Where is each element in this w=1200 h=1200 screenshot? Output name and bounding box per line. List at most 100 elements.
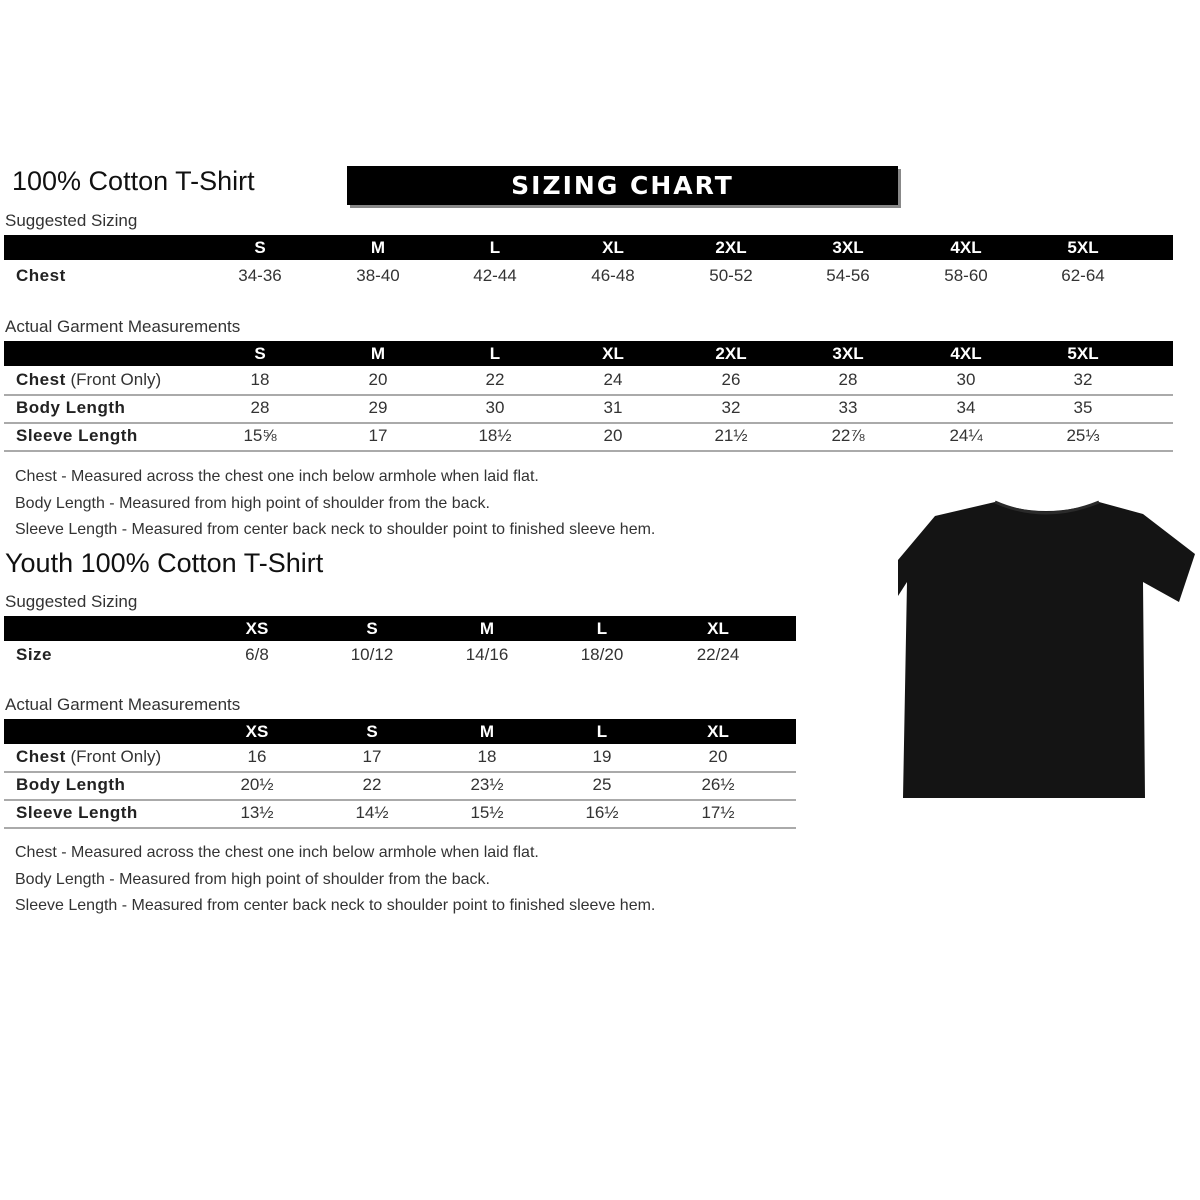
size-header: L [489, 344, 501, 363]
row-label: Chest (Front Only) [16, 743, 161, 771]
table-cell: 50-52 [709, 266, 753, 285]
size-header: 5XL [1067, 238, 1099, 257]
row-label-suffix: (Front Only) [65, 747, 162, 766]
table-cell: 35 [1073, 398, 1093, 417]
table-cell: 15⅝ [243, 426, 277, 445]
youth-actual-label: Actual Garment Measurements [5, 695, 241, 714]
table-row: Body Length 20½ 22 23½ 25 26½ [4, 771, 796, 801]
size-header: 2XL [715, 238, 747, 257]
table-row: Sleeve Length 15⅝ 17 18½ 20 21½ 22⅞ 24¼ 25⅓ [4, 422, 1173, 452]
table-cell: 30 [956, 370, 976, 389]
size-header: 4XL [950, 238, 982, 257]
table-cell: 31 [603, 398, 623, 417]
size-header: XS [245, 722, 269, 741]
table-row: Sleeve Length 13½ 14½ 15½ 16½ 17½ [4, 799, 796, 829]
table-cell: 16 [247, 747, 267, 766]
row-label-text: Body Length [16, 775, 126, 794]
size-header: M [370, 344, 386, 363]
row-label: Chest [16, 262, 66, 290]
table-cell: 38-40 [356, 266, 400, 285]
table-row: Chest (Front Only) 16 17 18 19 20 [4, 743, 796, 773]
row-label-text: Chest [16, 370, 66, 389]
table-cell: 34 [956, 398, 976, 417]
row-label: Sleeve Length [16, 799, 138, 827]
table-cell: 30 [485, 398, 505, 417]
adult-title: 100% Cotton T-Shirt [12, 166, 255, 196]
table-cell: 18 [250, 370, 270, 389]
table-row: Chest 34-36 38-40 42-44 46-48 50-52 54-56 58-60… [4, 262, 1173, 290]
table-cell: 15½ [470, 803, 504, 822]
table-cell: 20 [368, 370, 388, 389]
row-label-text: Body Length [16, 398, 126, 417]
table-cell: 58-60 [944, 266, 988, 285]
row-label-text: Sleeve Length [16, 426, 138, 445]
row-label-text: Size [16, 645, 53, 664]
adult-actual_rows-header: S M L XL 2XL 3XL 4XL 5XL [4, 341, 1173, 366]
table-cell: 25 [592, 775, 612, 794]
table-cell: 23½ [470, 775, 504, 794]
youth-note-body: Body Length - Measured from high point o… [15, 871, 490, 888]
size-header: XL [707, 722, 729, 741]
youth-suggested-label: Suggested Sizing [5, 592, 138, 611]
size-header: L [596, 722, 608, 741]
row-label: Size [16, 641, 52, 669]
size-header: XS [245, 619, 269, 638]
row-label: Body Length [16, 771, 125, 799]
size-header: 3XL [832, 344, 864, 363]
table-cell: 20½ [240, 775, 274, 794]
size-header: 3XL [832, 238, 864, 257]
row-label-suffix: (Front Only) [65, 370, 162, 389]
sizing-chart-banner: SIZING CHART [347, 166, 898, 205]
youth-suggested_rows-header: XS S M L XL [4, 616, 796, 641]
size-header: 4XL [950, 344, 982, 363]
table-cell: 6/8 [245, 645, 269, 664]
table-cell: 28 [250, 398, 270, 417]
table-cell: 22⅞ [831, 426, 865, 445]
table-cell: 42-44 [473, 266, 517, 285]
table-cell: 29 [368, 398, 388, 417]
table-cell: 32 [721, 398, 741, 417]
tshirt-icon [898, 500, 1195, 798]
size-header: M [479, 619, 495, 638]
table-cell: 18½ [478, 426, 512, 445]
size-header: M [370, 238, 386, 257]
youth-note-sleeve: Sleeve Length - Measured from center bac… [15, 897, 656, 914]
table-cell: 34-36 [238, 266, 282, 285]
size-header: S [254, 344, 266, 363]
table-cell: 22 [485, 370, 505, 389]
size-header: XL [707, 619, 729, 638]
table-cell: 17 [368, 426, 388, 445]
table-cell: 20 [603, 426, 623, 445]
table-cell: 17½ [701, 803, 735, 822]
size-header: 5XL [1067, 344, 1099, 363]
table-cell: 32 [1073, 370, 1093, 389]
size-header: M [479, 722, 495, 741]
table-cell: 26 [721, 370, 741, 389]
table-cell: 26½ [701, 775, 735, 794]
adult-note-sleeve: Sleeve Length - Measured from center bac… [15, 521, 656, 538]
table-row: Size 6/8 10/12 14/16 18/20 22/24 [4, 641, 796, 669]
size-header: L [489, 238, 501, 257]
table-cell: 24¼ [949, 426, 983, 445]
table-cell: 10/12 [350, 645, 394, 664]
row-label: Sleeve Length [16, 422, 138, 450]
table-cell: 24 [603, 370, 623, 389]
adult-suggested_rows-header: S M L XL 2XL 3XL 4XL 5XL [4, 235, 1173, 260]
table-cell: 33 [838, 398, 858, 417]
youth-title: Youth 100% Cotton T-Shirt [5, 548, 324, 578]
table-cell: 14/16 [465, 645, 509, 664]
table-cell: 22/24 [696, 645, 740, 664]
table-cell: 25⅓ [1066, 426, 1100, 445]
table-cell: 46-48 [591, 266, 635, 285]
size-header: 2XL [715, 344, 747, 363]
size-header: XL [602, 238, 624, 257]
size-header: L [596, 619, 608, 638]
table-cell: 18 [477, 747, 497, 766]
table-row: Body Length 28 29 30 31 32 33 34 35 [4, 394, 1173, 424]
table-cell: 54-56 [826, 266, 870, 285]
youth-actual_rows-header: XS S M L XL [4, 719, 796, 744]
size-header: S [254, 238, 266, 257]
size-header: S [366, 619, 378, 638]
table-cell: 17 [362, 747, 382, 766]
